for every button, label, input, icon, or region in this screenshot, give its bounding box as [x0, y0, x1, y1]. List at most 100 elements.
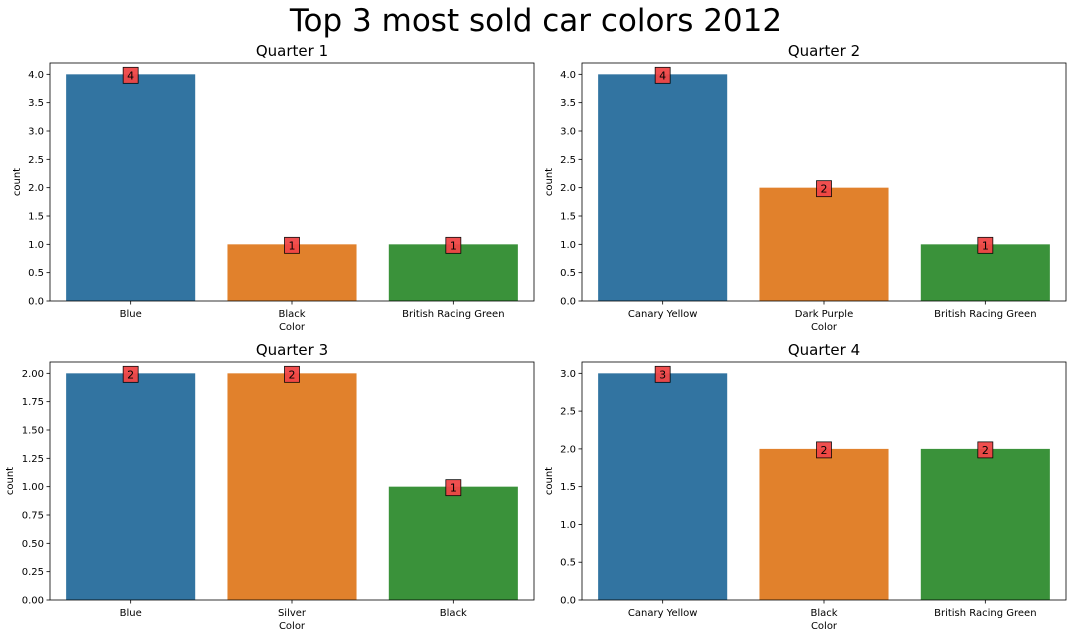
y-tick-label: 2.0	[560, 183, 576, 194]
bar-3	[920, 244, 1050, 301]
y-tick-label: 0.00	[22, 596, 44, 607]
subplot-title: Quarter 3	[256, 341, 328, 359]
subplot-2: Quarter 2 0.0 0.5 1.0 1.5 2.0 2.5 3.0 3.5 4.0 Cana…	[544, 42, 1067, 333]
y-tick-label: 0.5	[560, 558, 576, 569]
x-tick-label: British Racing Green	[934, 309, 1036, 320]
y-tick-label: 2.00	[22, 369, 44, 380]
subplot-3: Quarter 3 0.00 0.25 0.50 0.75 1.00 1.25 1.50 1.7…	[5, 341, 535, 632]
value-label: 1	[450, 239, 457, 252]
subplot-4: Quarter 4 0.0 0.5 1.0 1.5 2.0 2.5 3.0 Canary Yel…	[544, 341, 1067, 632]
x-tick-label: Blue	[120, 608, 142, 619]
y-tick-label: 1.5	[28, 212, 44, 223]
x-tick-label: Black	[440, 608, 467, 619]
bar-2	[227, 373, 357, 600]
y-tick-label: 3.0	[560, 127, 576, 138]
bar-3	[388, 244, 518, 301]
y-tick-label: 2.0	[560, 444, 576, 455]
subplot-1: Quarter 1 0.0 0.5 1.0 1.5 2.0 2.5 3.0 3.5 4.0 Blue…	[12, 42, 535, 333]
y-tick-label: 1.5	[560, 482, 576, 493]
y-axis-label: count	[544, 467, 555, 495]
axes-frame	[49, 62, 535, 302]
y-tick-label: 2.5	[560, 155, 576, 166]
value-label: 1	[289, 239, 296, 252]
y-tick-label: 4.0	[560, 70, 576, 81]
value-label-box	[977, 236, 994, 254]
axes-frame	[581, 62, 1067, 302]
value-label-box	[654, 66, 671, 84]
y-tick-label: 1.0	[560, 240, 576, 251]
bar-2	[227, 244, 357, 301]
subplot-title: Quarter 2	[788, 42, 860, 60]
x-tick-label: British Racing Green	[402, 309, 504, 320]
x-tick-label: Canary Yellow	[628, 309, 698, 320]
value-label-box	[122, 365, 139, 383]
y-tick-label: 3.0	[28, 127, 44, 138]
value-label: 4	[659, 69, 666, 82]
y-tick-label: 1.75	[22, 397, 44, 408]
y-tick-label: 1.25	[22, 454, 44, 465]
y-tick-label: 2.0	[28, 183, 44, 194]
y-tick-label: 4.0	[28, 70, 44, 81]
x-tick-label: Canary Yellow	[628, 608, 698, 619]
x-tick-label: Black	[278, 309, 305, 320]
bar-1	[66, 373, 196, 600]
bar-1	[598, 373, 728, 600]
x-tick-label: Black	[810, 608, 837, 619]
y-tick-label: 0.75	[22, 511, 44, 522]
bar-1	[598, 74, 728, 301]
y-tick-label: 1.00	[22, 482, 44, 493]
value-label-box	[284, 365, 300, 383]
y-tick-label: 3.5	[560, 98, 576, 109]
x-axis-label: Color	[811, 621, 838, 632]
x-tick-label: British Racing Green	[934, 608, 1036, 619]
y-tick-label: 2.5	[560, 407, 576, 418]
y-tick-label: 0.0	[560, 596, 576, 607]
y-tick-label: 1.50	[22, 426, 44, 437]
figure-title: Top 3 most sold car colors 2012	[289, 3, 782, 39]
value-label: 1	[982, 239, 989, 252]
value-label: 2	[821, 444, 828, 457]
value-label: 2	[127, 368, 134, 381]
y-tick-label: 0.0	[28, 297, 44, 308]
panels: Quarter 1 0.0 0.5 1.0 1.5 2.0 2.5 3.0 3.5 4.0 Blue…	[5, 42, 1067, 632]
value-label-box	[816, 180, 832, 198]
y-tick-label: 3.0	[560, 369, 576, 380]
value-label-box	[445, 479, 462, 497]
bar-3	[388, 486, 518, 600]
bar-2	[759, 448, 889, 600]
bar-1	[66, 74, 196, 301]
y-tick-label: 3.5	[28, 98, 44, 109]
bar-3	[920, 448, 1050, 600]
value-label: 2	[289, 368, 296, 381]
y-axis-label: count	[12, 168, 23, 196]
value-label: 4	[127, 69, 134, 82]
value-label: 1	[450, 482, 457, 495]
y-tick-label: 1.0	[560, 520, 576, 531]
y-tick-label: 0.50	[22, 539, 44, 550]
value-label-box	[284, 236, 300, 254]
y-axis-label: count	[5, 467, 16, 495]
value-label-box	[122, 66, 139, 84]
value-label-box	[977, 441, 994, 459]
subplot-title: Quarter 4	[788, 341, 860, 359]
x-axis-label: Color	[279, 621, 306, 632]
value-label: 3	[659, 368, 666, 381]
y-tick-label: 0.5	[560, 268, 576, 279]
y-tick-label: 1.0	[28, 240, 44, 251]
value-label-box	[445, 236, 462, 254]
x-tick-label: Blue	[120, 309, 142, 320]
x-axis-label: Color	[811, 322, 838, 333]
y-axis-label: count	[544, 168, 555, 196]
x-tick-label: Silver	[278, 608, 307, 619]
x-tick-label: Dark Purple	[795, 309, 854, 320]
bar-2	[759, 187, 889, 301]
y-tick-label: 2.5	[28, 155, 44, 166]
y-tick-label: 1.5	[560, 212, 576, 223]
y-tick-label: 0.25	[22, 567, 44, 578]
value-label-box	[654, 365, 671, 383]
y-tick-label: 0.5	[28, 268, 44, 279]
value-label: 2	[821, 183, 828, 196]
subplot-title: Quarter 1	[256, 42, 328, 60]
value-label-box	[816, 441, 832, 459]
x-axis-label: Color	[279, 322, 306, 333]
